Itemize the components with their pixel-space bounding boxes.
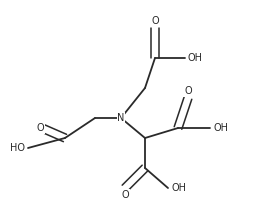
- Text: HO: HO: [10, 143, 25, 153]
- Text: OH: OH: [171, 183, 186, 193]
- Text: O: O: [184, 86, 192, 96]
- Text: OH: OH: [213, 123, 228, 133]
- Text: OH: OH: [188, 53, 203, 63]
- Text: O: O: [36, 123, 44, 133]
- Text: N: N: [117, 113, 125, 123]
- Text: O: O: [121, 190, 129, 200]
- Text: O: O: [151, 16, 159, 26]
